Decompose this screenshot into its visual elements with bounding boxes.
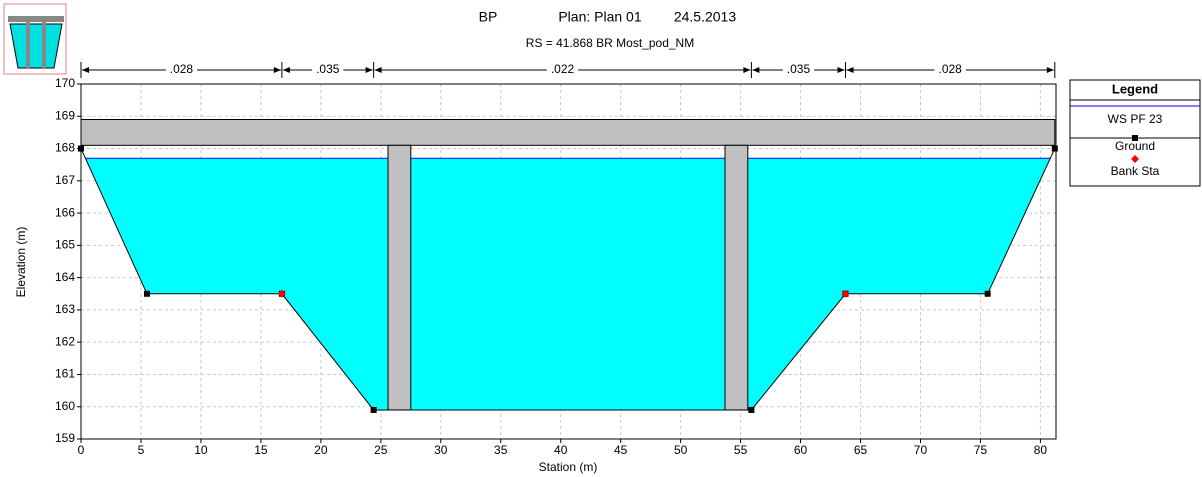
x-tick-label: 25 (374, 443, 388, 457)
arrow-head (752, 67, 760, 73)
arrow-head (82, 67, 89, 73)
x-axis-label: Station (m) (539, 460, 598, 474)
arrow-head (365, 67, 373, 73)
ground-point (143, 290, 150, 297)
legend-box (1069, 79, 1201, 187)
x-tick-label: 10 (194, 443, 208, 457)
ground-line (80, 148, 1056, 411)
x-tick-label: 15 (254, 443, 268, 457)
arrow-head (282, 67, 290, 73)
plot-frame (80, 83, 1057, 440)
x-tick-label: 0 (78, 443, 85, 457)
manning-label-bg (934, 63, 966, 77)
ground-point (370, 406, 377, 413)
arrow-head (1046, 67, 1054, 73)
manning-label-bg (782, 63, 815, 77)
manning-label-bg (312, 63, 344, 77)
y-tick-label: 165 (55, 238, 75, 252)
manning-label: .022 (551, 62, 575, 76)
x-tick-label: 75 (974, 443, 988, 457)
manning-label-bg (546, 63, 579, 77)
bridge-deck (80, 119, 1056, 146)
subtitle: RS = 41.868 BR Most_pod_NM (526, 36, 694, 50)
water (85, 158, 1051, 410)
legend-label: WS PF 23 (1108, 112, 1163, 126)
y-tick-label: 160 (55, 399, 75, 413)
date: 24.5.2013 (674, 9, 736, 25)
thumbnail (3, 3, 67, 75)
x-tick-label: 65 (854, 443, 868, 457)
manning-label-bg (165, 63, 198, 77)
legend-label: Bank Sta (1111, 164, 1160, 178)
ground-point (984, 290, 991, 297)
x-tick-label: 35 (494, 443, 508, 457)
x-tick-label: 30 (434, 443, 448, 457)
y-tick-label: 167 (55, 173, 75, 187)
x-tick-label: 40 (554, 443, 568, 457)
y-tick-label: 163 (55, 302, 75, 316)
legend-bank-marker (1131, 155, 1139, 163)
x-tick-label: 55 (734, 443, 748, 457)
y-tick-label: 159 (55, 431, 75, 445)
y-tick-label: 162 (55, 334, 75, 348)
x-tick-label: 80 (1034, 443, 1048, 457)
arrow-head (374, 67, 382, 73)
x-tick-label: 5 (138, 443, 145, 457)
bank-station (841, 289, 850, 298)
plan: Plan: Plan 01 (558, 9, 641, 25)
arrow-head (743, 67, 751, 73)
y-axis-label: Elevation (m) (14, 227, 28, 298)
x-tick-label: 45 (614, 443, 628, 457)
arrow-head (837, 67, 845, 73)
bank-station (277, 289, 286, 298)
manning-label: .028 (938, 62, 962, 76)
arrow-head (846, 67, 854, 73)
ground-point (748, 406, 755, 413)
ground-point (1051, 145, 1058, 152)
y-tick-label: 169 (55, 108, 75, 122)
x-tick-label: 60 (794, 443, 808, 457)
manning-label: .028 (170, 62, 194, 76)
x-tick-label: 50 (674, 443, 688, 457)
y-tick-label: 168 (55, 141, 75, 155)
manning-label: .035 (316, 62, 340, 76)
y-tick-label: 170 (55, 76, 75, 90)
x-tick-label: 20 (314, 443, 328, 457)
y-tick-label: 161 (55, 367, 75, 381)
arrow-head (273, 67, 281, 73)
legend-ground-marker (1132, 135, 1138, 141)
y-tick-label: 166 (55, 205, 75, 219)
legend-title: Legend (1112, 81, 1158, 96)
y-tick-label: 164 (55, 270, 75, 284)
chart-title: BP (479, 9, 498, 25)
bridge-pier (724, 144, 749, 411)
legend-label: Ground (1115, 139, 1155, 153)
bridge-pier (387, 144, 412, 411)
manning-label: .035 (787, 62, 811, 76)
x-tick-label: 70 (914, 443, 928, 457)
